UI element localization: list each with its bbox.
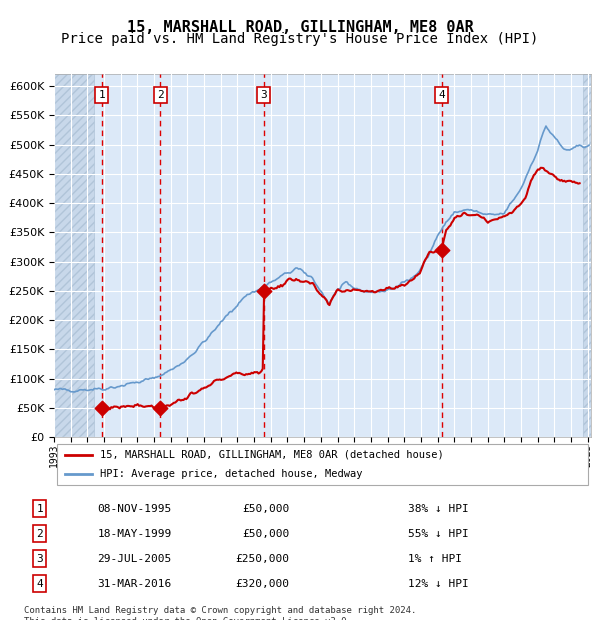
Text: 29-JUL-2005: 29-JUL-2005 [97, 554, 172, 564]
Text: £250,000: £250,000 [235, 554, 289, 564]
Text: 2: 2 [37, 528, 43, 539]
Point [437, 245, 446, 255]
Text: 31-MAR-2016: 31-MAR-2016 [97, 578, 172, 588]
Text: 12% ↓ HPI: 12% ↓ HPI [407, 578, 468, 588]
Text: 08-NOV-1995: 08-NOV-1995 [97, 503, 172, 513]
FancyBboxPatch shape [56, 444, 589, 485]
Text: 55% ↓ HPI: 55% ↓ HPI [407, 528, 468, 539]
Text: HPI: Average price, detached house, Medway: HPI: Average price, detached house, Medw… [100, 469, 362, 479]
Text: 18-MAY-1999: 18-MAY-1999 [97, 528, 172, 539]
Text: 1: 1 [37, 503, 43, 513]
Bar [54, 74, 94, 437]
Text: 15, MARSHALL ROAD, GILLINGHAM, ME8 0AR (detached house): 15, MARSHALL ROAD, GILLINGHAM, ME8 0AR (… [100, 450, 443, 459]
Text: 1% ↑ HPI: 1% ↑ HPI [407, 554, 461, 564]
Text: 2: 2 [157, 90, 164, 100]
Text: 15, MARSHALL ROAD, GILLINGHAM, ME8 0AR: 15, MARSHALL ROAD, GILLINGHAM, ME8 0AR [127, 20, 473, 35]
Text: £50,000: £50,000 [242, 503, 289, 513]
Text: Price paid vs. HM Land Registry's House Price Index (HPI): Price paid vs. HM Land Registry's House … [61, 32, 539, 46]
Text: 3: 3 [37, 554, 43, 564]
Point [155, 403, 165, 413]
Text: £320,000: £320,000 [235, 578, 289, 588]
Text: £50,000: £50,000 [242, 528, 289, 539]
Text: 4: 4 [439, 90, 445, 100]
Text: 1: 1 [98, 90, 105, 100]
Bar [583, 74, 591, 437]
Point [97, 403, 106, 413]
Text: 38% ↓ HPI: 38% ↓ HPI [407, 503, 468, 513]
Point [259, 286, 269, 296]
Text: Contains HM Land Registry data © Crown copyright and database right 2024.
This d: Contains HM Land Registry data © Crown c… [24, 606, 416, 620]
Text: 3: 3 [260, 90, 267, 100]
Text: 4: 4 [37, 578, 43, 588]
